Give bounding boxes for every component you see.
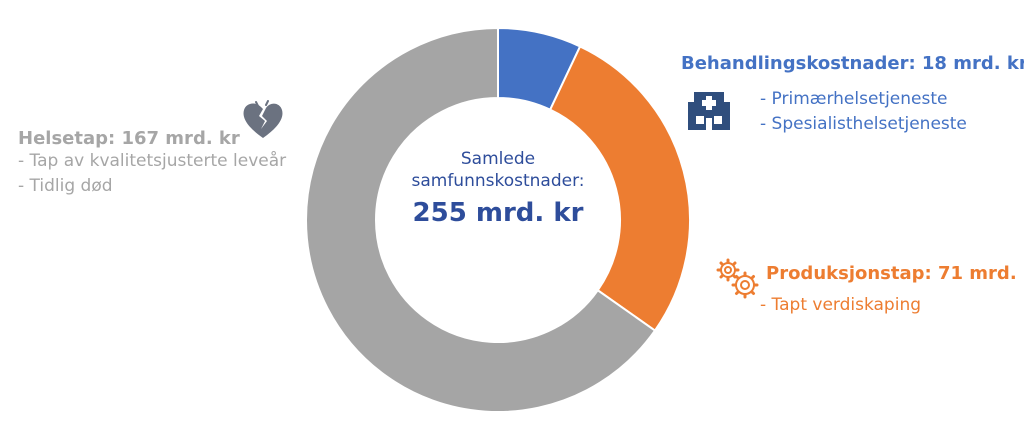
production-loss-item: - Tapt verdiskaping	[760, 295, 922, 315]
center-label: Samlede samfunnskostnader: 255 mrd. kr	[398, 148, 598, 228]
treatment-costs-items: - Primærhelsetjeneste - Spesialisthelset…	[760, 87, 967, 137]
health-loss-item: - Tap av kvalitetsjusterte leveår	[18, 151, 287, 171]
donut-slice-production	[548, 45, 691, 332]
center-label-line2: samfunnskostnader:	[411, 171, 585, 191]
treatment-costs-item: - Primærhelsetjeneste	[760, 89, 948, 109]
donut-slice-health	[305, 26, 657, 413]
center-label-line1: Samlede	[460, 149, 536, 169]
health-loss-group: Helsetap: 167 mrd. kr - Tap av kvalitets…	[18, 128, 286, 199]
production-loss-group: Produksjonstap: 71 mrd. kr	[766, 263, 1024, 284]
treatment-costs-group: Behandlingskostnader: 18 mrd. kr	[681, 53, 1024, 74]
treatment-costs-title: Behandlingskostnader: 18 mrd. kr	[681, 53, 1024, 74]
health-loss-item: - Tidlig død	[18, 176, 113, 196]
center-total: 255 mrd. kr	[412, 198, 584, 228]
production-loss-title: Produksjonstap: 71 mrd. kr	[766, 263, 1024, 284]
gears-icon	[716, 258, 759, 299]
treatment-costs-item: - Spesialisthelsetjeneste	[760, 114, 967, 134]
production-loss-items: - Tapt verdiskaping	[760, 293, 921, 318]
hospital-icon	[688, 92, 730, 130]
health-loss-title: Helsetap: 167 mrd. kr	[18, 128, 240, 149]
broken-heart-icon	[243, 100, 283, 138]
